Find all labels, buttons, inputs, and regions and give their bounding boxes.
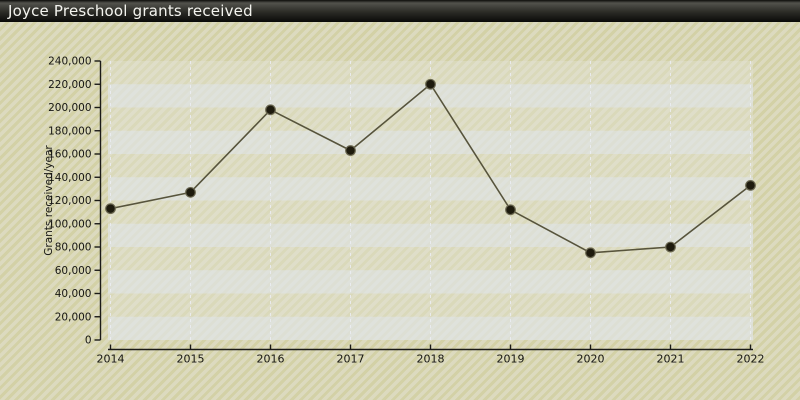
x-tick-label: 2014 [97,353,125,366]
y-tick-label: 60,000 [55,265,92,277]
data-point [425,78,436,90]
y-tick-label: 80,000 [55,242,92,254]
y-tick-label: 160,000 [48,149,91,161]
y-tick-label: 180,000 [48,125,91,137]
x-tick-label: 2022 [737,353,765,366]
title-bar: Joyce Preschool grants received [0,0,800,22]
x-tick-label: 2015 [177,353,205,366]
y-axis-title: Grants received/year [43,145,55,256]
data-point [745,179,756,191]
plot-band [108,293,753,317]
plot-band [108,270,753,294]
y-tick-label: 240,000 [48,56,91,68]
y-tick-label: 200,000 [48,102,91,114]
y-tick-label: 20,000 [55,311,92,323]
plot-band [108,84,753,108]
plot-band [108,316,753,340]
data-point [105,203,116,215]
plot-band [108,61,753,85]
x-tick-label: 2021 [657,353,685,366]
x-tick-label: 2018 [417,353,445,366]
data-point [665,241,676,253]
y-tick-label: 100,000 [48,218,91,230]
y-tick-label: 140,000 [48,172,91,184]
window-title: Joyce Preschool grants received [8,2,253,20]
y-tick-label: 40,000 [55,288,92,300]
data-point [585,247,596,259]
y-tick-label: 120,000 [48,195,91,207]
data-point [505,204,516,216]
x-tick-label: 2020 [577,353,605,366]
x-tick-label: 2017 [337,353,365,366]
x-tick-label: 2019 [497,353,525,366]
data-point [185,186,196,198]
y-tick-label: 0 [85,335,92,347]
x-tick-label: 2016 [257,353,285,366]
plot-band [108,130,753,154]
y-tick-label: 220,000 [48,79,91,91]
data-point [265,104,276,116]
data-point [345,145,356,156]
